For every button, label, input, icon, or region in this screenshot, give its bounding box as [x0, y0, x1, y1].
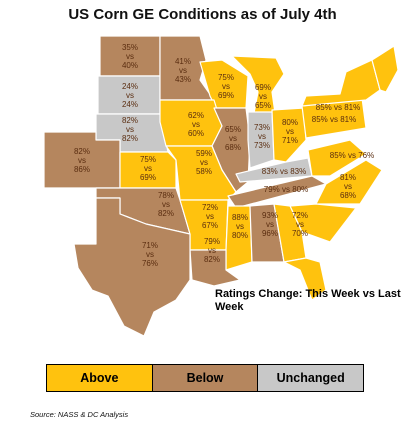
- label-ia: 62% vs 60%: [188, 111, 204, 138]
- ratings-change-note: Ratings Change: This Week vs Last Week: [215, 288, 401, 313]
- state-ks: [119, 151, 177, 189]
- label-va: 85% vs 76%: [330, 151, 374, 160]
- label-co: 82% vs 86%: [74, 147, 90, 174]
- state-ga: [273, 203, 307, 263]
- label-mo: 59% vs 58%: [196, 149, 212, 176]
- legend-above: Above: [47, 365, 153, 391]
- label-wi: 75% vs 69%: [218, 73, 234, 100]
- label-ar: 72% vs 67%: [202, 203, 218, 230]
- legend-unchanged: Unchanged: [258, 365, 364, 391]
- label-sd: 24% vs 24%: [122, 82, 138, 109]
- label-tn: 79% vs 80%: [264, 185, 308, 194]
- state-ia: [159, 99, 223, 147]
- label-ny: 85% vs 81%: [316, 103, 360, 112]
- state-in: [247, 111, 275, 169]
- map-title: US Corn GE Conditions as of July 4th: [68, 6, 337, 23]
- label-la: 79% vs 82%: [204, 237, 220, 264]
- label-ks: 75% vs 69%: [140, 155, 156, 182]
- label-tx: 71% vs 76%: [142, 241, 158, 268]
- state-fl: [283, 257, 327, 301]
- label-al: 93% vs 96%: [262, 211, 278, 238]
- label-mi: 69% vs 65%: [255, 83, 271, 110]
- label-nc: 81% vs 68%: [340, 173, 356, 200]
- state-la: [189, 249, 241, 287]
- label-in: 73% vs 73%: [254, 123, 270, 150]
- label-sc: 72% vs 70%: [292, 211, 308, 238]
- state-co: [43, 131, 121, 189]
- label-ok: 78% vs 82%: [158, 191, 174, 218]
- label-oh: 80% vs 71%: [282, 118, 298, 145]
- state-ky: [235, 157, 313, 183]
- map-legend: Above Below Unchanged: [46, 364, 364, 392]
- legend-below: Below: [152, 365, 259, 391]
- state-ne-region: [371, 45, 399, 93]
- label-pa: 85% vs 81%: [312, 115, 356, 124]
- state-va: [307, 139, 367, 177]
- label-mn: 41% vs 43%: [175, 57, 191, 84]
- label-il: 65% vs 68%: [225, 125, 241, 152]
- state-ny: [301, 59, 381, 107]
- label-nd: 35% vs 40%: [122, 43, 138, 70]
- label-ms: 88% vs 80%: [232, 213, 248, 240]
- label-ky: 83% vs 83%: [262, 167, 306, 176]
- source-note: Source: NASS & DC Analysis: [30, 410, 129, 419]
- state-tx: [73, 197, 191, 337]
- state-nc: [315, 159, 383, 205]
- state-ms: [225, 205, 253, 271]
- state-oh: [271, 107, 307, 163]
- label-ne: 82% vs 82%: [122, 116, 138, 143]
